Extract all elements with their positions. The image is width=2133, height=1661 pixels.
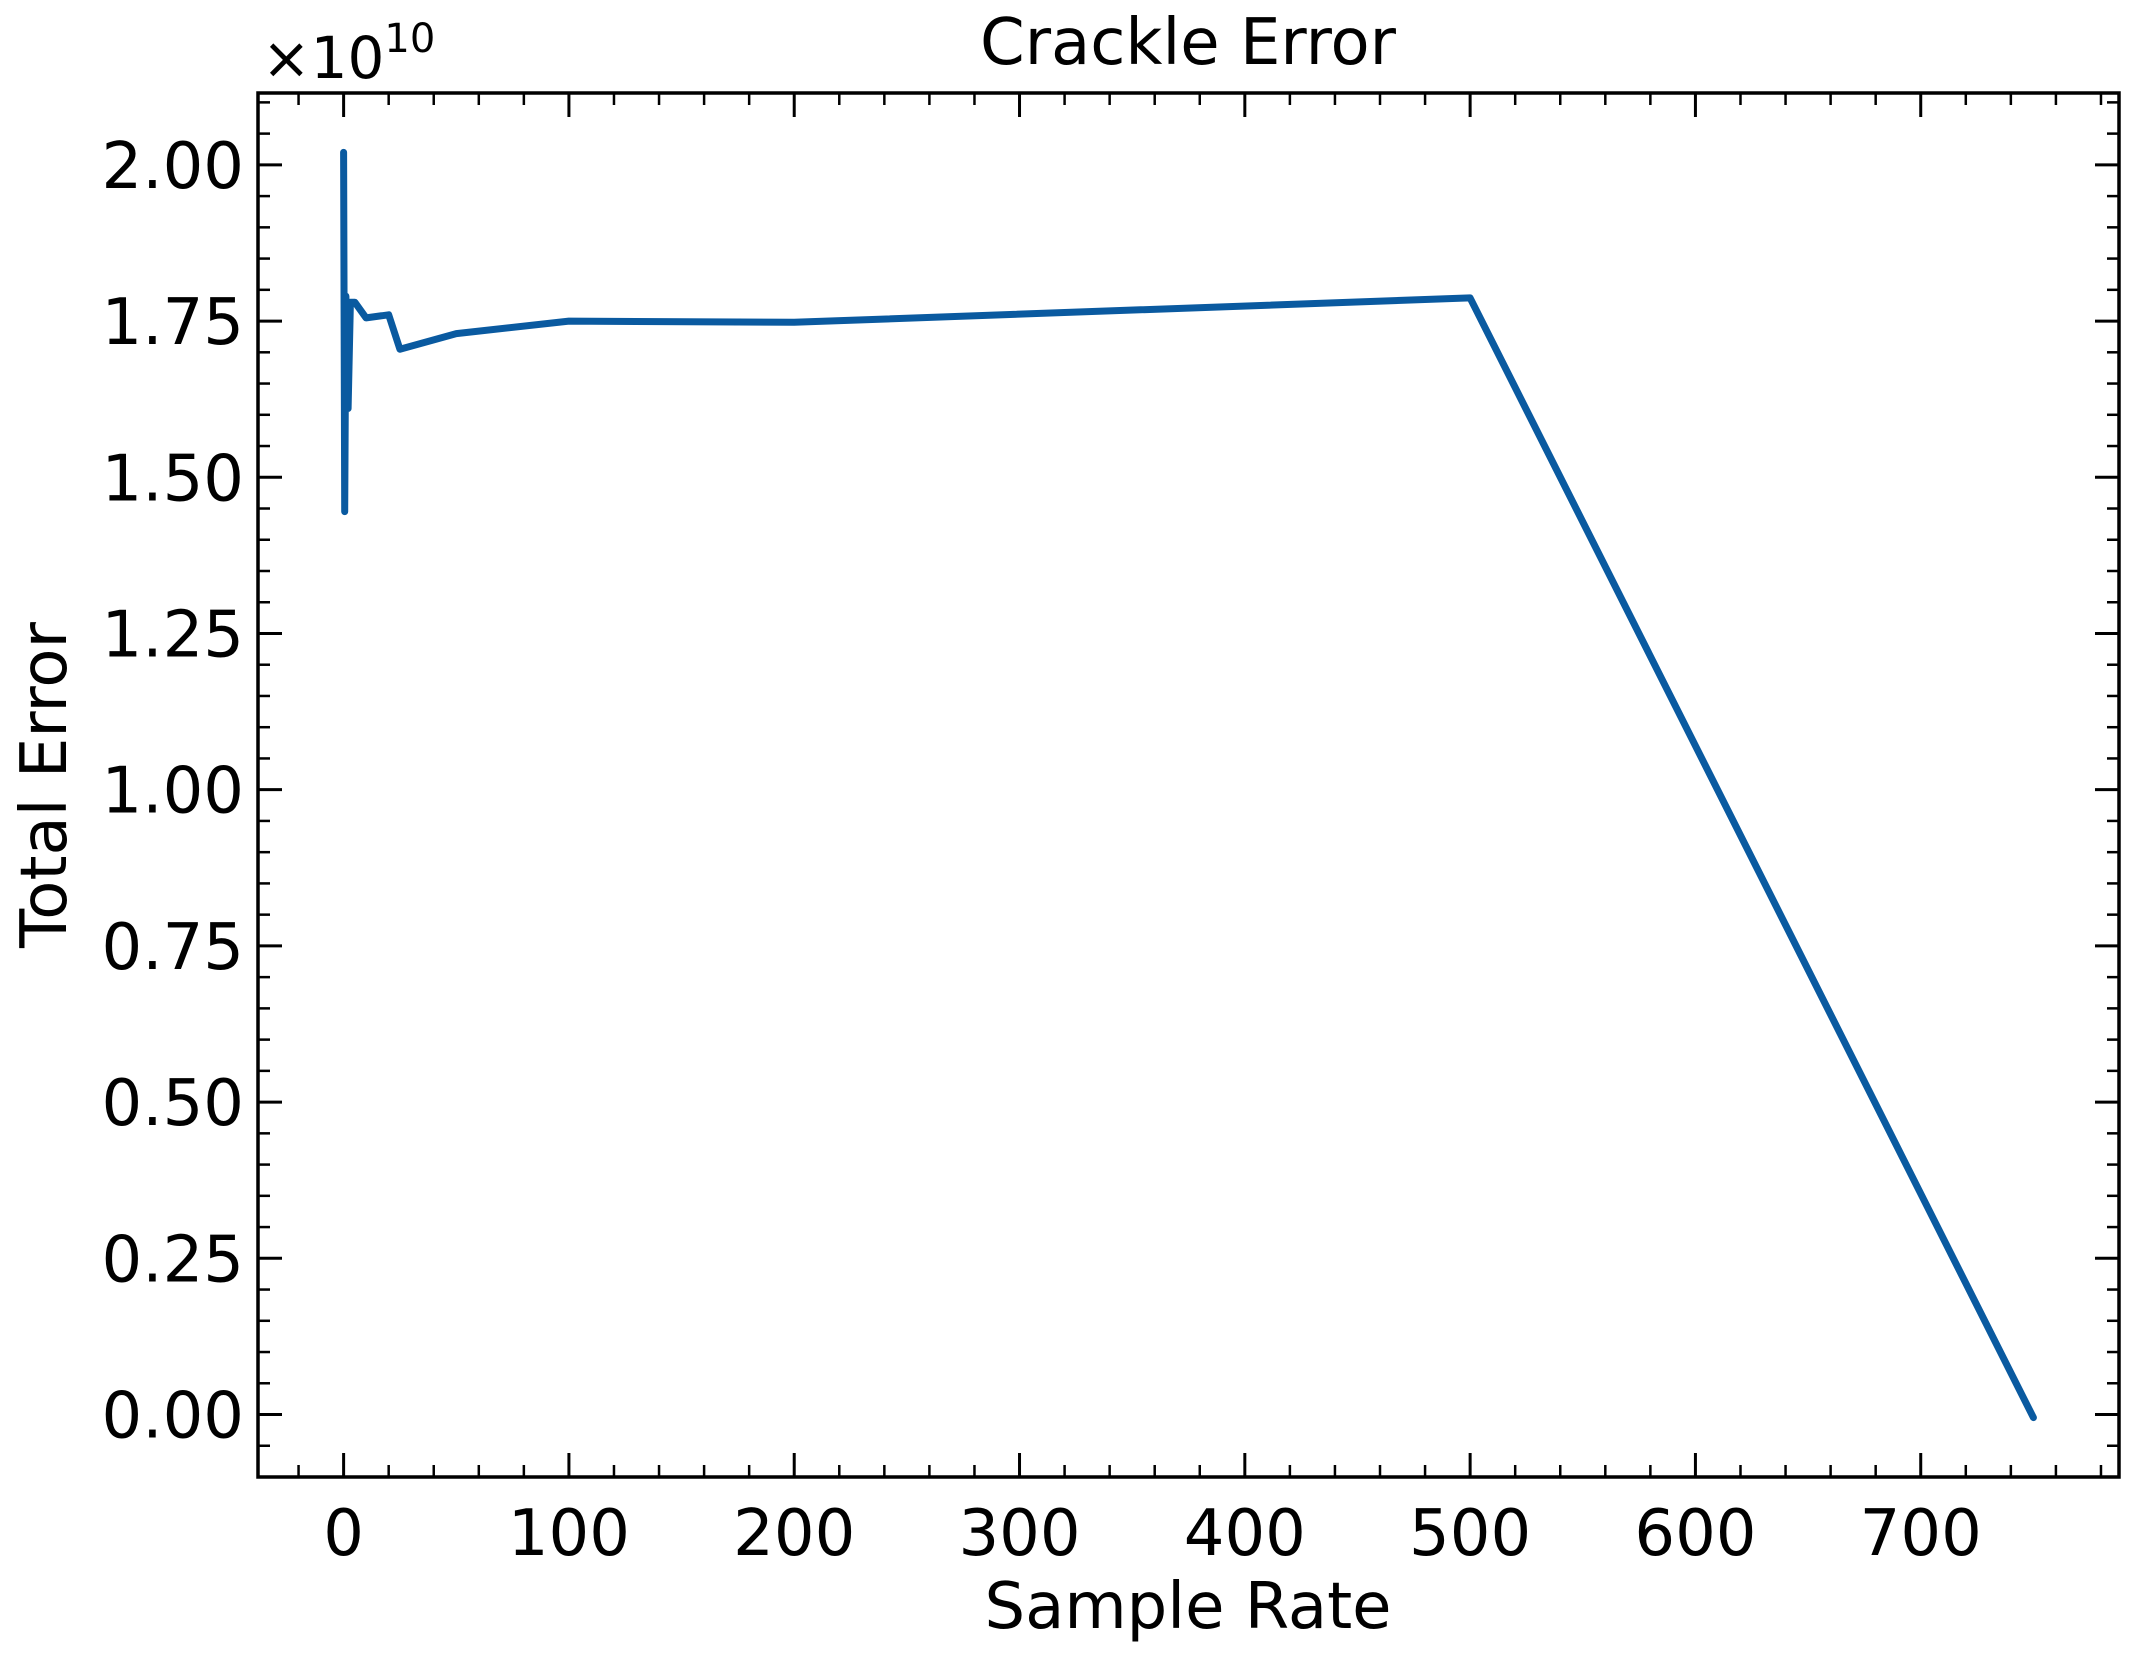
y-tick-label: 1.50 xyxy=(102,442,245,516)
data-layer xyxy=(340,148,2037,1422)
x-tick-label: 500 xyxy=(1409,1497,1531,1571)
y-tick-label: 1.00 xyxy=(102,755,245,829)
y-tick-label: 0.75 xyxy=(102,911,245,985)
y-tick-label: 1.75 xyxy=(102,286,245,360)
plot-frame xyxy=(256,91,2121,1479)
y-axis-title: Total Error xyxy=(8,621,82,949)
y-tick-label: 0.25 xyxy=(102,1223,245,1297)
y-tick-label: 0.50 xyxy=(102,1067,245,1141)
y-tick-label: 2.00 xyxy=(102,130,245,204)
y-tick-label: 1.25 xyxy=(102,598,245,672)
x-tick-label: 300 xyxy=(958,1497,1080,1571)
x-tick-label: 600 xyxy=(1634,1497,1756,1571)
y-offset-exponent: 10 xyxy=(384,16,435,62)
series-line xyxy=(340,148,2037,1422)
x-tick-label: 700 xyxy=(1860,1497,1982,1571)
ticks-layer: 0 100 200 300 400 500 600 700 0.00 0.25 0.50 0.75 1.… xyxy=(102,93,2119,1571)
x-tick-label: 200 xyxy=(733,1497,855,1571)
x-tick-label: 400 xyxy=(1184,1497,1306,1571)
y-offset-multiplier: ×1010 xyxy=(262,16,435,92)
x-tick-label: 0 xyxy=(323,1497,364,1571)
x-tick-label: 100 xyxy=(508,1497,630,1571)
y-tick-label: 0.00 xyxy=(102,1380,245,1454)
chart-title: Crackle Error xyxy=(980,6,1397,80)
y-offset-prefix: ×10 xyxy=(262,24,384,92)
x-axis-title: Sample Rate xyxy=(984,1570,1391,1644)
